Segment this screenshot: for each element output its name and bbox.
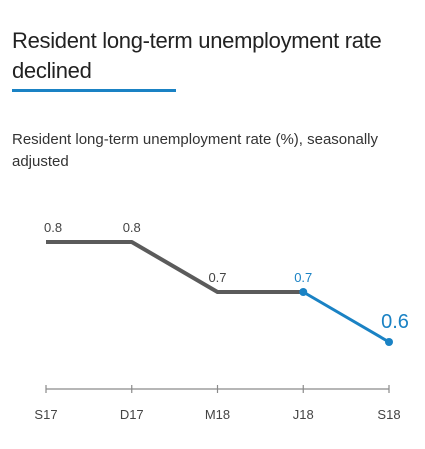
chart-subtitle: Resident long-term unemployment rate (%)… — [12, 131, 378, 170]
data-label: 0.8 — [44, 220, 62, 235]
x-tick-label: J18 — [293, 407, 314, 422]
data-label: 0.8 — [123, 220, 141, 235]
x-tick-label: S18 — [377, 407, 400, 422]
title-underline — [12, 89, 176, 92]
page-title: Resident long-term unemployment rate dec… — [12, 28, 382, 83]
data-label: 0.6 — [381, 311, 409, 333]
x-tick-label: S17 — [34, 407, 57, 422]
series-line-highlight — [301, 290, 391, 344]
data-label: 0.7 — [294, 270, 312, 285]
x-tick-label: D17 — [120, 407, 144, 422]
data-point-marker — [385, 338, 393, 346]
x-tick-label: M18 — [205, 407, 230, 422]
data-point-marker — [299, 288, 308, 296]
data-label: 0.7 — [208, 270, 226, 285]
series-line-main — [46, 240, 304, 294]
